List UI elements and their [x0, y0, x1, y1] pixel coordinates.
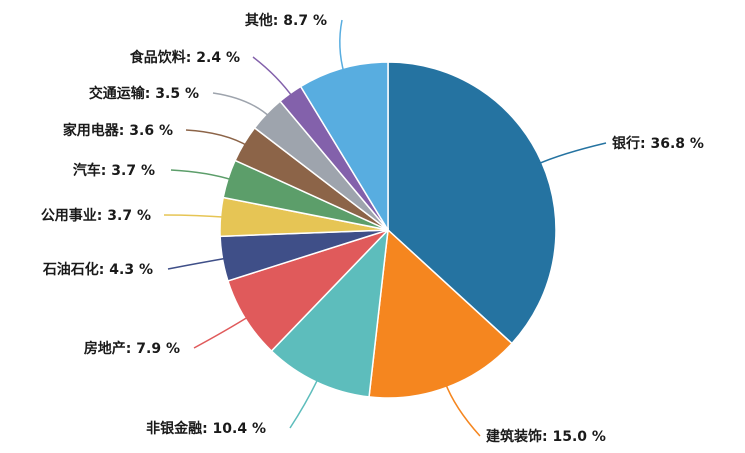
slice-label: 其他: 8.7 % [245, 12, 327, 29]
leader-line [535, 142, 607, 166]
slice-label: 建筑装饰: 15.0 % [486, 428, 606, 445]
leader-line [444, 381, 481, 437]
slice-label: 非银金融: 10.4 % [146, 420, 266, 437]
slice-label: 银行: 36.8 % [612, 135, 704, 152]
leader-line [170, 169, 235, 182]
slice-label: 房地产: 7.9 % [84, 340, 180, 357]
slice-label: 家用电器: 3.6 % [63, 122, 173, 139]
slice-label: 公用事业: 3.7 % [41, 207, 151, 224]
slice-label: 食品饮料: 2.4 % [130, 49, 240, 66]
leader-lines [163, 19, 607, 437]
slice-label: 石油石化: 4.3 % [42, 261, 153, 278]
leader-line [252, 56, 295, 99]
leader-line [212, 92, 272, 119]
leader-line [167, 257, 229, 270]
leader-line [193, 314, 251, 349]
leader-line [339, 19, 346, 75]
leader-line [185, 129, 250, 148]
pie-slices [219, 61, 557, 399]
slice-label: 交通运输: 3.5 % [89, 85, 199, 102]
slice-labels: 银行: 36.8 % 建筑装饰: 15.0 % 非银金融: 10.4 % 房地产: 7… [41, 12, 704, 445]
leader-line [289, 376, 320, 429]
slice-label: 汽车: 3.7 % [73, 162, 155, 179]
leader-line [163, 214, 227, 219]
